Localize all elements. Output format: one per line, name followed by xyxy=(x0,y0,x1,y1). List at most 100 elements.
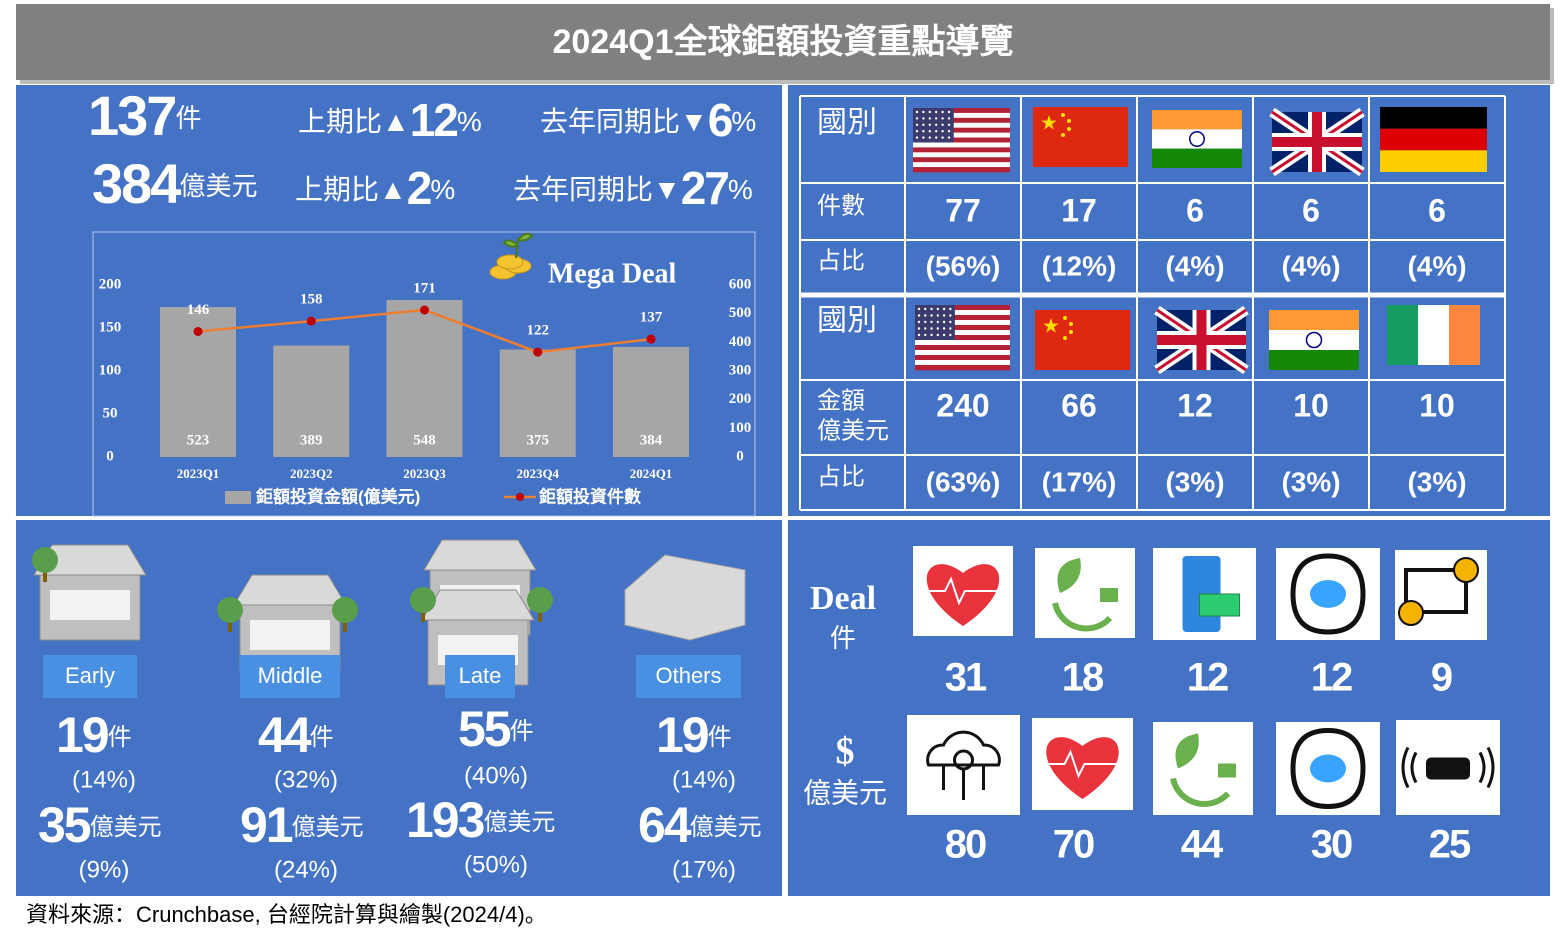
flag-part xyxy=(941,123,944,127)
building-part xyxy=(233,574,347,606)
text-part: % xyxy=(457,106,482,137)
flag-part xyxy=(936,307,940,311)
sector-icon xyxy=(1100,588,1118,602)
flag-part xyxy=(1152,110,1242,130)
stage-count: 19件 xyxy=(56,707,132,763)
text-part: 19 xyxy=(56,707,108,763)
sector-icon-box xyxy=(1035,548,1135,638)
y2-tick-label: 500 xyxy=(729,305,752,321)
flag-part xyxy=(915,110,919,114)
point-label: 122 xyxy=(527,323,550,339)
flag-part xyxy=(1380,150,1487,172)
amount-value: 240 xyxy=(936,387,989,423)
flag-part xyxy=(913,167,1010,173)
flag-part xyxy=(949,327,952,330)
flag-part xyxy=(924,333,927,337)
amount-share: (3%) xyxy=(1165,466,1224,497)
y-tick-label: 100 xyxy=(99,362,122,378)
flag-part xyxy=(1063,316,1067,320)
text-part: 去年同期比▼ xyxy=(540,106,708,137)
sector-icon xyxy=(1175,733,1199,769)
building-part xyxy=(423,539,537,571)
flag-part xyxy=(935,110,938,114)
flag-part xyxy=(1269,330,1359,350)
flag-part xyxy=(915,305,955,340)
flag-part xyxy=(913,147,1010,153)
flag-part xyxy=(1387,305,1418,365)
y2-tick-label: 100 xyxy=(729,420,752,436)
flag-part xyxy=(936,333,940,337)
coin-icon xyxy=(496,254,524,270)
flag-part xyxy=(915,117,919,120)
stage-label: Late xyxy=(459,663,502,688)
amount-share: (63%) xyxy=(926,466,1001,497)
flag-part xyxy=(947,136,951,139)
bar-label: 384 xyxy=(640,432,663,448)
summary-yoy: 去年同期比▼6% xyxy=(540,94,756,146)
flag-part xyxy=(922,117,925,120)
deal-share: (12%) xyxy=(1042,250,1117,281)
source-note: 資料來源：Crunchbase, 台經院計算與繪製(2024/4)。 xyxy=(26,902,547,927)
building-part xyxy=(50,590,130,620)
text-part: 件 xyxy=(510,718,534,745)
stage-label: Early xyxy=(65,663,115,688)
line-point xyxy=(193,326,203,336)
flag-part xyxy=(1061,133,1065,137)
deal-count: 6 xyxy=(1186,192,1204,228)
chart-frame xyxy=(92,231,756,517)
flag-part xyxy=(922,123,925,127)
stage-amount: 193億美元 xyxy=(406,792,555,848)
flag-part xyxy=(935,117,938,120)
sector-icon-box xyxy=(1153,722,1253,815)
text-part: 件 xyxy=(175,103,201,133)
flag-part xyxy=(928,117,932,120)
stage-amount-share: (17%) xyxy=(672,856,736,883)
flag-icon xyxy=(1269,107,1365,177)
text-part: 91 xyxy=(240,797,293,853)
sector-amount-unit: 億美元 xyxy=(803,777,887,808)
flag-part xyxy=(917,314,921,317)
summary-qoq: 上期比▲12% xyxy=(298,94,482,146)
line-point xyxy=(420,305,429,315)
flag-part: ★ xyxy=(1040,112,1058,134)
sector-icon xyxy=(1453,557,1479,583)
flag-part xyxy=(915,330,1010,336)
sector-icon xyxy=(1290,727,1366,810)
x-tick-label: 2023Q4 xyxy=(516,466,559,481)
text-part: 19 xyxy=(656,707,708,763)
sector-icon xyxy=(942,765,985,800)
stage-count-share: (14%) xyxy=(72,766,136,793)
flag-part xyxy=(1152,129,1242,149)
flag-part xyxy=(942,320,946,324)
sector-icon xyxy=(953,749,974,771)
x-tick-label: 2024Q1 xyxy=(630,466,673,481)
y2-tick-label: 400 xyxy=(729,334,752,350)
flag-icon: ★ xyxy=(1035,310,1130,370)
deal-share: (4%) xyxy=(1407,250,1466,281)
text-part: 35 xyxy=(38,797,91,853)
line-point xyxy=(306,316,316,326)
amount-value: 12 xyxy=(1177,387,1213,423)
flag-part xyxy=(924,327,927,330)
bar-label: 389 xyxy=(300,432,323,448)
text-part: % xyxy=(430,174,455,205)
sector-amount-label: $ xyxy=(836,731,855,773)
tree-part xyxy=(217,597,243,623)
flag-part xyxy=(941,130,944,133)
text-part: 去年同期比▼ xyxy=(513,174,681,205)
text-part: 193 xyxy=(406,792,484,848)
x-tick-label: 2023Q2 xyxy=(290,466,333,481)
sector-icon xyxy=(1057,558,1081,593)
flag-part xyxy=(915,355,1010,361)
text-part: 12 xyxy=(410,94,458,146)
deal-share: (4%) xyxy=(1281,250,1340,281)
building-part xyxy=(250,620,330,650)
flag-part xyxy=(913,137,1010,143)
flag-part xyxy=(1067,127,1071,131)
text-part: 384 xyxy=(92,152,181,215)
flag-part xyxy=(913,162,1010,168)
flag-part xyxy=(1152,148,1242,168)
flag-part xyxy=(922,110,925,114)
flag-part xyxy=(915,130,919,133)
flag-part xyxy=(941,110,944,114)
